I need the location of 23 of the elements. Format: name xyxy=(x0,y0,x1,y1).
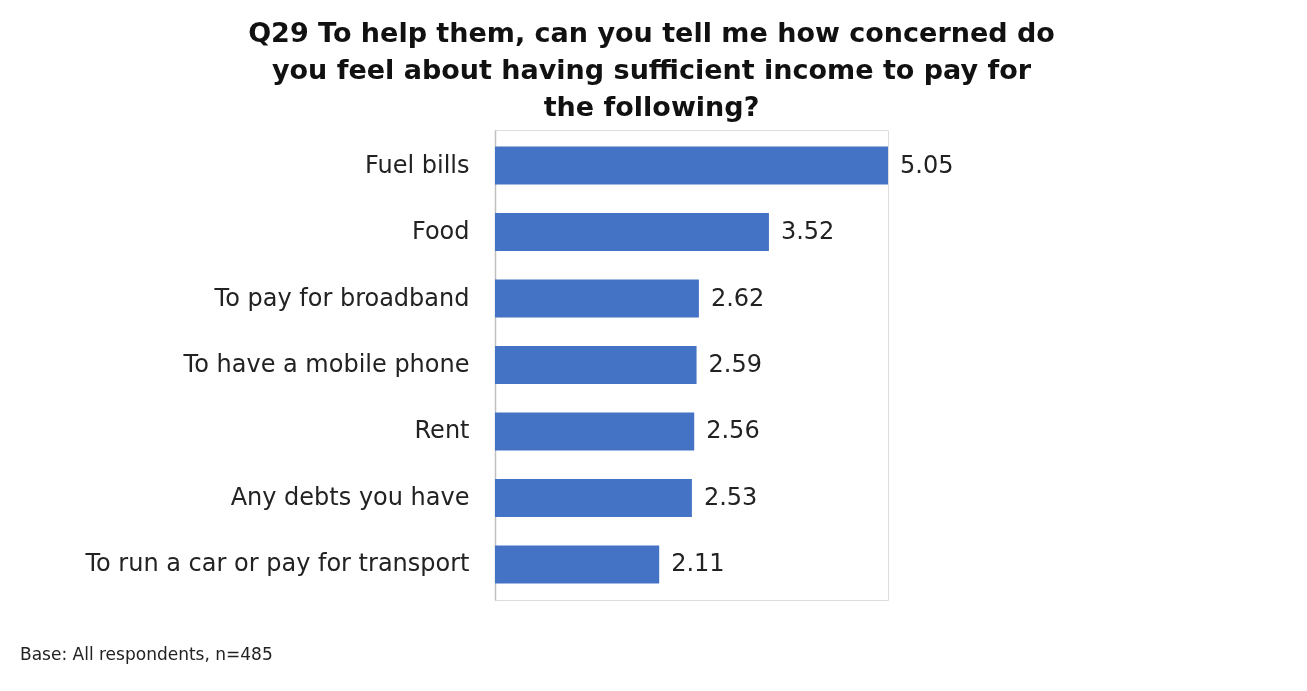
data-label: 5.05 xyxy=(900,150,954,179)
y-tick-label: Food xyxy=(411,217,470,246)
bar xyxy=(495,479,692,517)
y-tick-label: To have a mobile phone xyxy=(182,350,470,378)
bar xyxy=(495,412,695,451)
data-label: 2.56 xyxy=(706,416,760,445)
data-label: 2.53 xyxy=(703,482,758,511)
data-label: 2.62 xyxy=(710,283,765,312)
y-tick-label: Rent xyxy=(414,416,470,445)
y-tick-label: To run a car or pay for transport xyxy=(84,549,470,578)
y-tick-label: Any debts you have xyxy=(230,482,470,511)
chart-title: Q29 To help them, can you tell me how concerned do you feel about having sufficient income to pay for the following? xyxy=(248,17,1055,122)
y-tick-label: Fuel bills xyxy=(364,150,470,179)
bar xyxy=(495,279,699,318)
data-label: 2.11 xyxy=(671,549,725,578)
y-tick-label: To pay for broadband xyxy=(213,283,470,312)
data-label: 3.52 xyxy=(780,217,835,246)
bar xyxy=(495,545,660,584)
bar xyxy=(495,346,697,384)
text: Base: All respondents, n=485 xyxy=(20,644,273,664)
data-label: 2.59 xyxy=(708,350,762,378)
bar xyxy=(495,146,888,185)
bar xyxy=(495,213,769,251)
